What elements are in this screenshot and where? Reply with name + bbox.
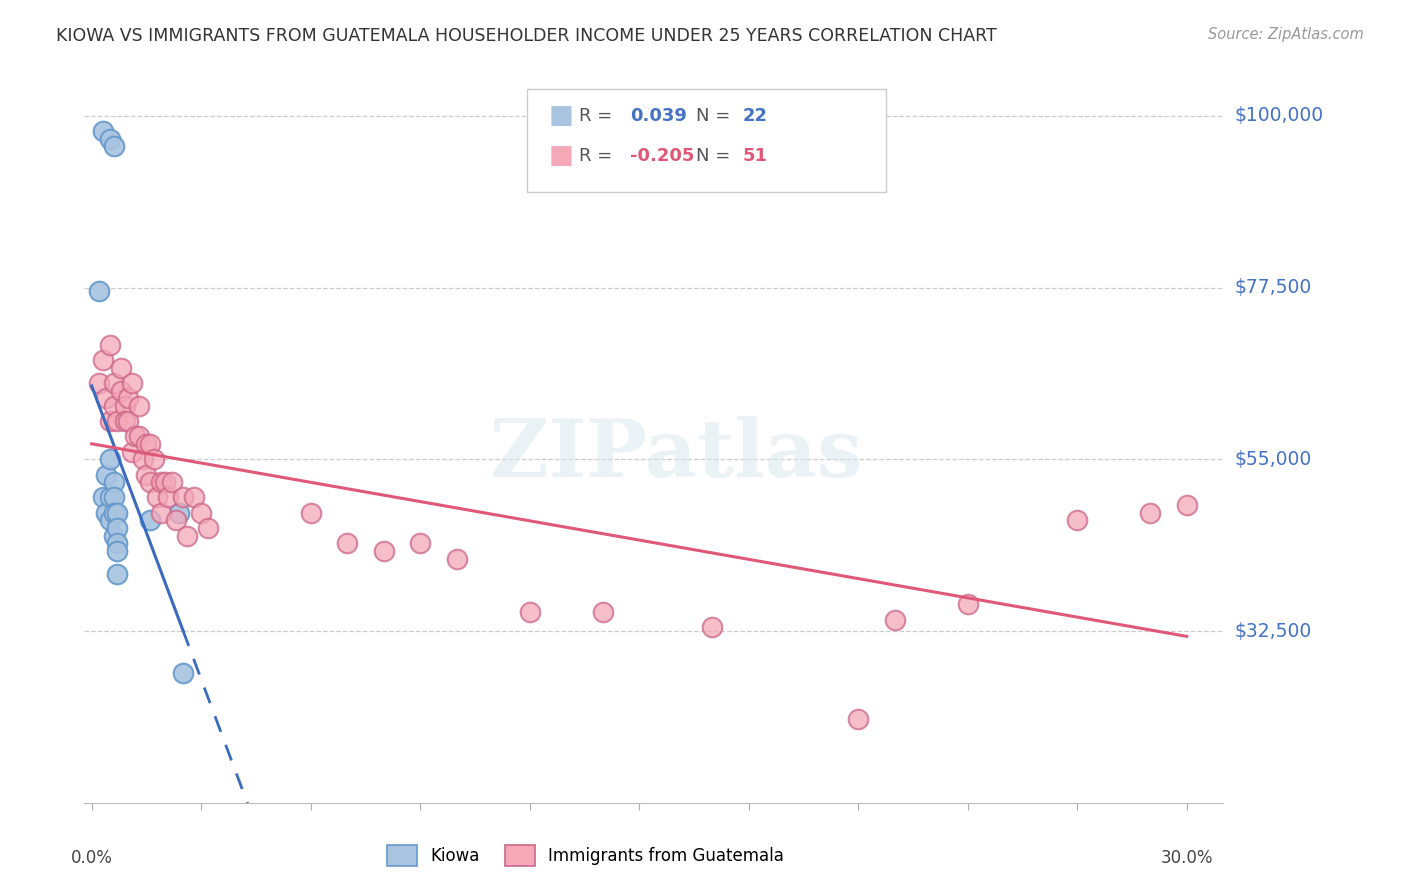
Point	[105, 414, 128, 428]
Point	[139, 475, 162, 490]
Text: -0.205: -0.205	[630, 147, 695, 165]
Point	[336, 536, 359, 550]
Point	[128, 399, 150, 413]
Point	[132, 452, 155, 467]
Point	[121, 376, 143, 390]
Point	[87, 285, 110, 299]
Point	[121, 444, 143, 458]
Point	[91, 491, 114, 505]
Point	[135, 437, 157, 451]
Point	[169, 506, 191, 520]
Point	[409, 536, 432, 550]
Point	[176, 529, 198, 543]
Point	[1066, 513, 1088, 527]
Point	[98, 513, 121, 527]
Text: $32,500: $32,500	[1234, 622, 1312, 640]
Text: $55,000: $55,000	[1234, 450, 1312, 469]
Point	[197, 521, 219, 535]
Point	[299, 506, 322, 520]
Point	[157, 491, 180, 505]
Point	[519, 605, 541, 619]
Text: Source: ZipAtlas.com: Source: ZipAtlas.com	[1208, 27, 1364, 42]
Point	[105, 536, 128, 550]
Point	[446, 551, 468, 566]
Point	[190, 506, 212, 520]
Point	[114, 414, 136, 428]
Text: 22: 22	[742, 107, 768, 125]
Text: $100,000: $100,000	[1234, 106, 1323, 126]
Point	[150, 506, 173, 520]
Point	[105, 521, 128, 535]
Point	[153, 475, 176, 490]
Point	[103, 139, 125, 153]
Legend: Kiowa, Immigrants from Guatemala: Kiowa, Immigrants from Guatemala	[381, 838, 790, 872]
Point	[117, 391, 139, 405]
Point	[146, 491, 169, 505]
Point	[165, 513, 187, 527]
Point	[105, 544, 128, 558]
Point	[87, 376, 110, 390]
Point	[1139, 506, 1161, 520]
Text: KIOWA VS IMMIGRANTS FROM GUATEMALA HOUSEHOLDER INCOME UNDER 25 YEARS CORRELATION: KIOWA VS IMMIGRANTS FROM GUATEMALA HOUSE…	[56, 27, 997, 45]
Point	[139, 513, 162, 527]
Point	[96, 467, 118, 482]
Point	[883, 613, 905, 627]
Point	[103, 376, 125, 390]
Point	[139, 437, 162, 451]
Text: R =: R =	[579, 147, 619, 165]
Point	[117, 414, 139, 428]
Point	[160, 475, 183, 490]
Point	[103, 399, 125, 413]
Point	[96, 391, 118, 405]
Point	[91, 353, 114, 368]
Point	[110, 384, 132, 398]
Text: 0.039: 0.039	[630, 107, 686, 125]
Point	[592, 605, 614, 619]
Text: N =: N =	[696, 147, 735, 165]
Point	[103, 475, 125, 490]
Point	[142, 452, 165, 467]
Point	[105, 506, 128, 520]
Text: ■: ■	[548, 103, 574, 129]
Point	[103, 491, 125, 505]
Point	[96, 506, 118, 520]
Point	[172, 491, 194, 505]
Point	[150, 475, 173, 490]
Text: 0.0%: 0.0%	[70, 848, 112, 867]
Text: R =: R =	[579, 107, 619, 125]
Point	[128, 429, 150, 443]
Text: ZIPatlas: ZIPatlas	[491, 416, 863, 494]
Point	[98, 338, 121, 352]
Text: 30.0%: 30.0%	[1160, 848, 1213, 867]
Text: ■: ■	[548, 143, 574, 169]
Point	[103, 529, 125, 543]
Point	[135, 467, 157, 482]
Point	[103, 506, 125, 520]
Point	[91, 124, 114, 138]
Text: N =: N =	[696, 107, 735, 125]
Point	[98, 491, 121, 505]
Point	[105, 566, 128, 581]
Point	[183, 491, 205, 505]
Point	[846, 712, 869, 726]
Text: 51: 51	[742, 147, 768, 165]
Point	[956, 598, 979, 612]
Point	[114, 399, 136, 413]
Text: $77,500: $77,500	[1234, 278, 1312, 297]
Point	[373, 544, 395, 558]
Point	[110, 360, 132, 375]
Point	[1175, 498, 1198, 512]
Point	[702, 620, 724, 634]
Point	[98, 414, 121, 428]
Point	[124, 429, 146, 443]
Point	[98, 132, 121, 146]
Point	[172, 666, 194, 681]
Point	[98, 452, 121, 467]
